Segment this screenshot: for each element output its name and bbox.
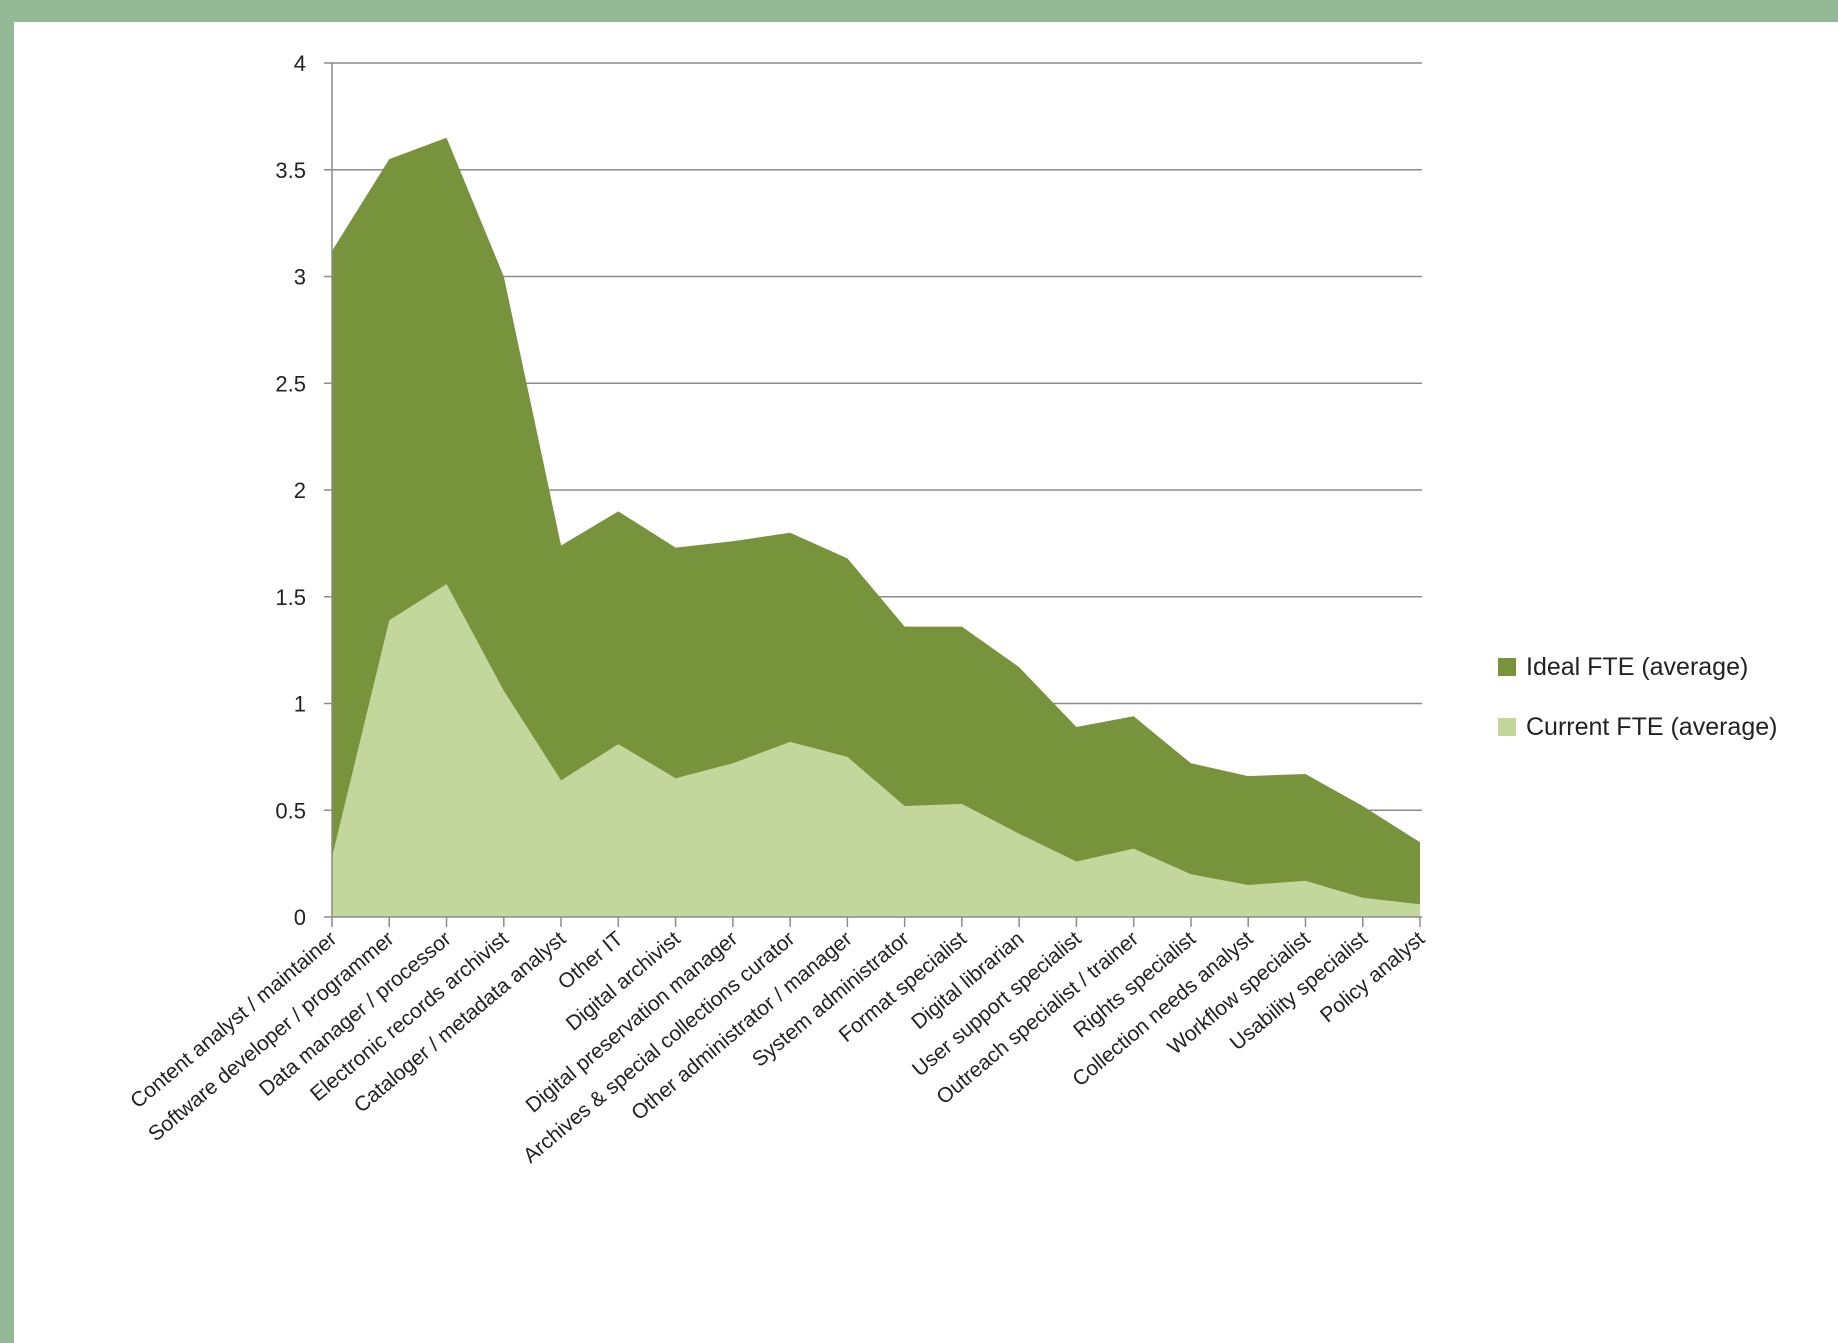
y-tick-label: 0 bbox=[294, 905, 306, 930]
y-tick-label: 2 bbox=[294, 478, 306, 503]
y-tick-label: 3 bbox=[294, 265, 306, 290]
series-area-ideal bbox=[332, 137, 1420, 918]
legend-label: Ideal FTE (average) bbox=[1526, 653, 1748, 681]
legend-swatch bbox=[1498, 718, 1516, 736]
legend: Ideal FTE (average) Current FTE (average) bbox=[1498, 653, 1777, 741]
y-tick-label: 3.5 bbox=[275, 158, 306, 183]
y-tick-label: 0.5 bbox=[275, 798, 306, 823]
y-tick-labels: 0 0.5 1 1.5 2 2.5 3 3.5 4 bbox=[275, 51, 306, 930]
axes bbox=[324, 62, 1422, 927]
legend-label: Current FTE (average) bbox=[1526, 713, 1777, 741]
y-tick-label: 2.5 bbox=[275, 371, 306, 396]
chart-panel: 0 0.5 1 1.5 2 2.5 3 3.5 4 Content analyst / main… bbox=[14, 22, 1838, 1343]
series-areas bbox=[332, 137, 1420, 918]
series-area-current bbox=[332, 583, 1420, 917]
y-tick-label: 1 bbox=[294, 692, 306, 717]
y-tick-label: 4 bbox=[294, 51, 306, 76]
legend-swatch bbox=[1498, 658, 1516, 676]
y-tick-label: 1.5 bbox=[275, 585, 306, 610]
area-chart: 0 0.5 1 1.5 2 2.5 3 3.5 4 Content analyst / main… bbox=[126, 51, 1777, 1168]
